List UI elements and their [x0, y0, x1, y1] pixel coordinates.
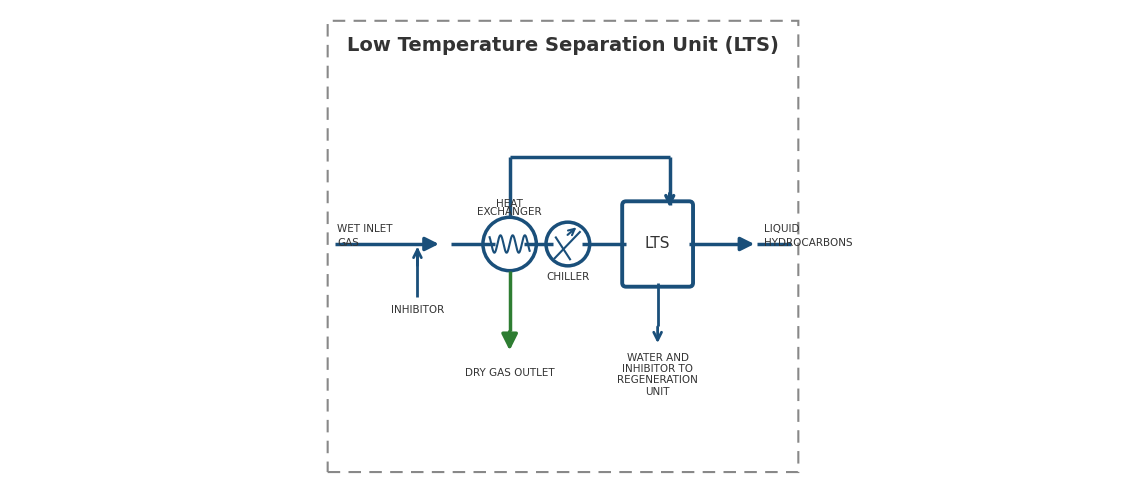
Text: INHIBITOR TO: INHIBITOR TO: [623, 365, 694, 374]
Text: REGENERATION: REGENERATION: [617, 375, 698, 386]
Text: WET INLET: WET INLET: [338, 224, 393, 234]
Text: HYDROCARBONS: HYDROCARBONS: [765, 238, 854, 248]
Text: HEAT: HEAT: [497, 199, 524, 209]
Text: EXCHANGER: EXCHANGER: [477, 207, 542, 217]
Text: UNIT: UNIT: [645, 386, 670, 397]
Text: Low Temperature Separation Unit (LTS): Low Temperature Separation Unit (LTS): [347, 36, 779, 55]
Text: GAS: GAS: [338, 238, 359, 248]
Text: DRY GAS OUTLET: DRY GAS OUTLET: [465, 368, 554, 378]
Text: LTS: LTS: [645, 237, 670, 251]
Text: WATER AND: WATER AND: [626, 353, 689, 363]
Circle shape: [546, 222, 590, 266]
Text: CHILLER: CHILLER: [546, 272, 590, 282]
Text: INHIBITOR: INHIBITOR: [391, 305, 444, 315]
Circle shape: [483, 217, 536, 271]
Text: LIQUID: LIQUID: [765, 224, 799, 234]
FancyBboxPatch shape: [623, 202, 692, 286]
